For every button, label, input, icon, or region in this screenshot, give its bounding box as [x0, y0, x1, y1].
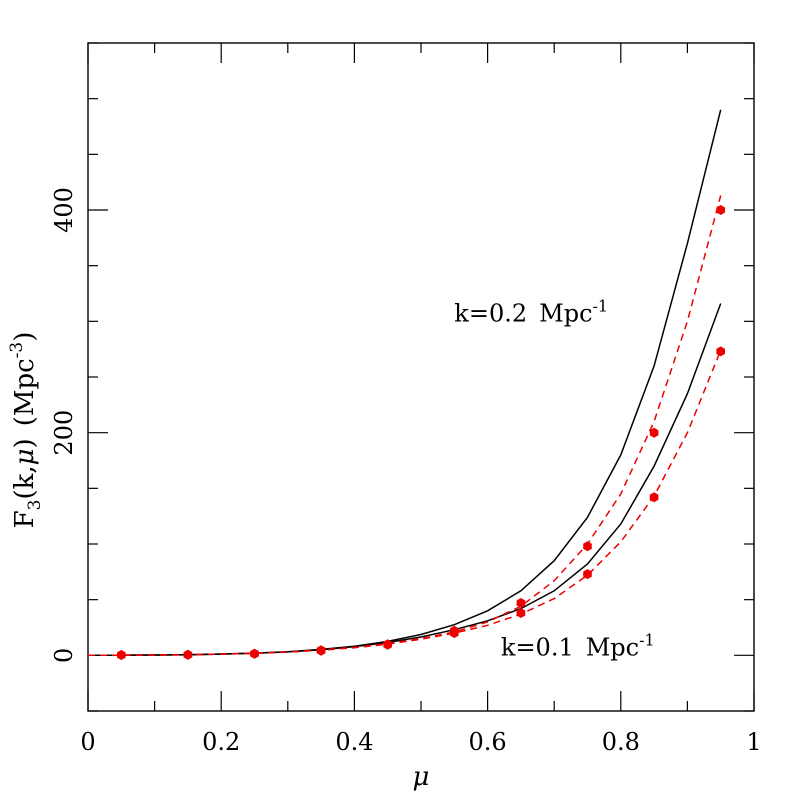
plot-frame: [87, 42, 755, 712]
y-axis-title-units-exp: -3: [7, 342, 27, 359]
series-layer: [87, 109, 725, 660]
y-axis-title-mu: μ: [10, 448, 40, 465]
data-point: [250, 648, 259, 659]
series-line-1: [87, 109, 722, 657]
annotation-units: Mpc: [539, 299, 592, 327]
data-point: [649, 427, 659, 438]
x-axis-title: μ: [413, 762, 430, 792]
y-axis-title: F3(k,μ) (Mpc-3): [7, 332, 45, 529]
x-tick-label: 1: [746, 728, 761, 756]
annotation-1: k=0.2 Mpc-1: [454, 296, 608, 327]
data-point: [583, 541, 592, 552]
data-point: [383, 639, 392, 650]
annotation-exp: -1: [639, 630, 655, 649]
tick-labels: 0 0.2 0.4 0.6 0.8 1 0 200 400: [50, 187, 762, 756]
data-point: [117, 650, 126, 660]
x-tick-label: 0.4: [335, 728, 373, 756]
series-line-3: [87, 195, 722, 657]
data-point: [716, 205, 725, 215]
data-point: [516, 598, 526, 608]
series-line-4: [87, 350, 722, 657]
data-point: [583, 569, 592, 580]
annotation-exp: -1: [593, 296, 609, 315]
data-point: [316, 645, 326, 656]
annotation-units: Mpc: [586, 633, 639, 661]
x-tick-label: 0.6: [469, 728, 507, 756]
data-point: [183, 649, 193, 660]
svg-text:F3(k,μ)(Mpc-3): F3(k,μ) (Mpc-3): [7, 332, 45, 529]
y-axis-title-close: ): [10, 438, 40, 448]
annotations: k=0.2 Mpc-1k=0.1 Mpc-1: [454, 296, 654, 661]
y-axis-title-main: F: [10, 510, 40, 528]
y-axis-title-units: (Mpc: [10, 358, 40, 426]
data-point: [450, 628, 459, 639]
y-tick-label: 0: [50, 648, 78, 663]
data-point: [716, 346, 725, 357]
y-tick-label: 200: [50, 410, 78, 456]
x-tick-label: 0.2: [202, 728, 240, 756]
ticks: [87, 42, 755, 712]
y-axis-title-args: (k,: [10, 465, 40, 499]
annotation-main: k=0.2: [454, 299, 527, 327]
y-axis-title-sub: 3: [25, 500, 45, 511]
x-tick-label: 0.8: [602, 728, 640, 756]
data-point: [516, 608, 526, 618]
series-line-2: [87, 303, 722, 657]
data-point: [649, 492, 659, 503]
annotation-main: k=0.1: [501, 633, 574, 661]
annotation-2: k=0.1 Mpc-1: [501, 630, 655, 661]
y-tick-label: 400: [50, 187, 78, 233]
x-tick-label: 0: [80, 728, 95, 756]
y-axis-title-units-close: ): [10, 332, 40, 342]
